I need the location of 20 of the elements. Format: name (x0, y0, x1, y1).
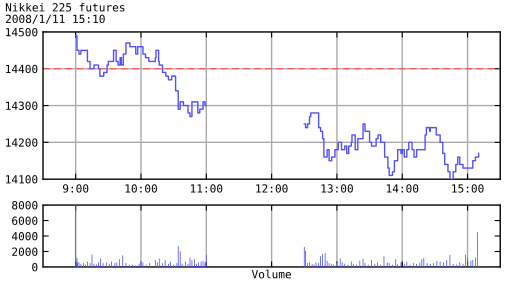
y-tick-label: 14200 (6, 138, 38, 147)
x-tick-label: 9:00 (62, 184, 88, 193)
y-tick-label: 8000 (12, 201, 38, 210)
y-tick-label: 14400 (6, 64, 38, 74)
x-tick-label: 10:00 (126, 184, 157, 193)
y-tick-label: 14300 (6, 102, 38, 110)
x-tick-label: 12:00 (256, 184, 288, 193)
chart-subtitle: 2008/1/11 15:10 (6, 14, 105, 24)
y-tick-label: 2000 (12, 248, 38, 256)
x-tick-label: 11:00 (190, 184, 222, 193)
y-tick-label: 4000 (12, 232, 38, 240)
x-tick-label: 15:00 (452, 184, 484, 193)
y-tick-label: 6000 (12, 216, 38, 225)
chart-title: Nikkei 225 futures (6, 2, 124, 12)
y-tick-label: 14500 (6, 28, 38, 36)
y-tick-label: 0 (32, 262, 38, 272)
x-tick-label: 14:00 (386, 184, 418, 193)
y-tick-label: 14100 (6, 175, 38, 184)
x-axis-title: Volume (252, 270, 292, 278)
x-tick-label: 13:00 (322, 184, 353, 193)
